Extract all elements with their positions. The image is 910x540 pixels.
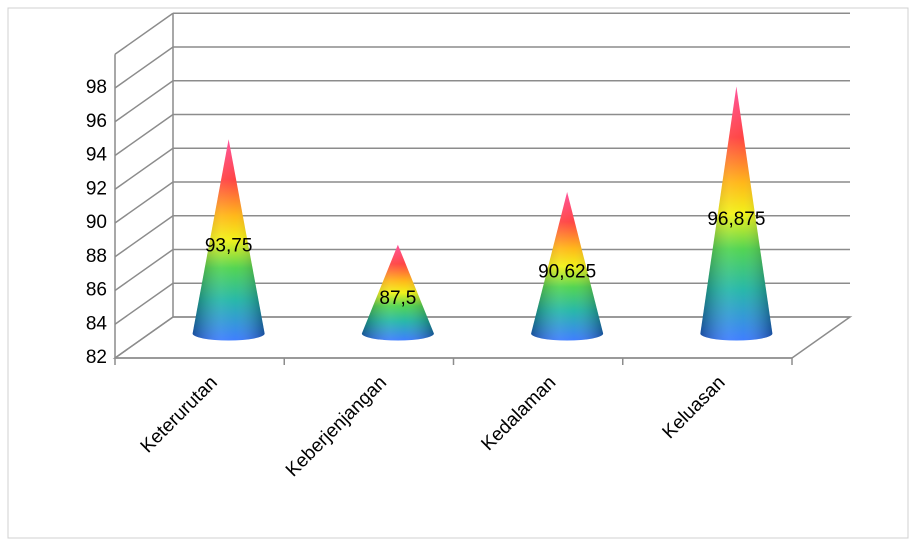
value-label: 93,75 bbox=[205, 235, 253, 256]
y-tick-label: 94 bbox=[86, 145, 108, 166]
x-tick-label: Kedalaman bbox=[477, 372, 560, 455]
grid-line bbox=[114, 248, 850, 292]
grid-line bbox=[114, 113, 850, 157]
cone bbox=[700, 86, 773, 341]
grid-line bbox=[114, 282, 850, 325]
y-tick-label: 92 bbox=[86, 178, 107, 199]
value-label: 90,625 bbox=[538, 262, 596, 283]
cone-shade bbox=[192, 139, 265, 341]
y-tick-label: 96 bbox=[86, 111, 107, 132]
grid-line bbox=[114, 181, 850, 224]
y-tick-label: 88 bbox=[86, 246, 107, 267]
y-tick-label: 84 bbox=[86, 313, 108, 334]
cone-shade bbox=[700, 86, 773, 341]
grid-line bbox=[114, 147, 850, 190]
y-tick-label: 86 bbox=[86, 280, 107, 301]
cone bbox=[192, 139, 265, 341]
cone bbox=[531, 191, 604, 341]
grid-line bbox=[114, 46, 850, 89]
chart-frame bbox=[7, 7, 909, 539]
y-tick-label: 82 bbox=[86, 347, 107, 368]
cone-shade bbox=[361, 244, 434, 341]
grid-line bbox=[114, 80, 850, 123]
side-wall-top bbox=[114, 12, 174, 55]
x-tick-label: Keluasan bbox=[659, 372, 730, 443]
grid-line bbox=[114, 316, 850, 359]
x-tick-label: Keterurutan bbox=[137, 372, 222, 457]
value-label: 96,875 bbox=[707, 209, 765, 230]
x-tick-label: Keberjenjangan bbox=[282, 372, 391, 481]
y-tick-label: 90 bbox=[86, 212, 107, 233]
y-tick-label: 98 bbox=[86, 77, 107, 98]
value-label: 87,5 bbox=[379, 288, 416, 309]
cone bbox=[361, 244, 434, 341]
cone-shade bbox=[531, 191, 604, 341]
grid-line bbox=[114, 215, 850, 258]
